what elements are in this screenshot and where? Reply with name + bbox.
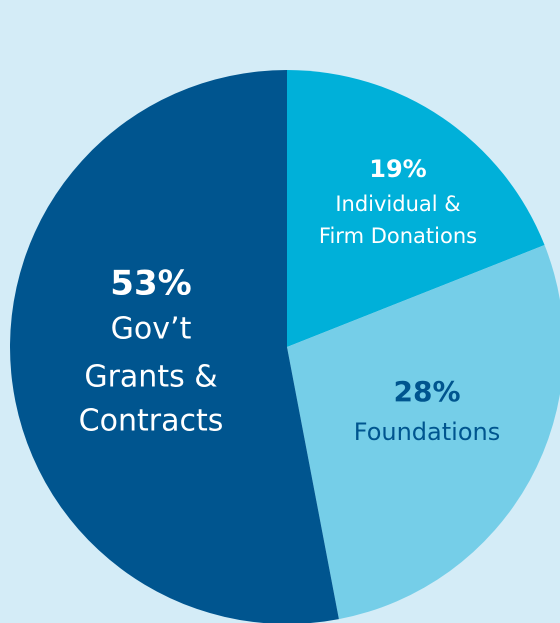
slice-label: Foundations: [354, 418, 500, 446]
pie-slice: [287, 245, 560, 620]
value-label: 53%: [110, 264, 191, 304]
value-label: 19%: [369, 155, 426, 183]
slice-label: Firm Donations: [319, 224, 477, 248]
slice-label: Individual &: [335, 192, 460, 216]
pie-slice: [287, 70, 545, 347]
slice-label: Grants &: [84, 360, 217, 395]
slice-label: Contracts: [79, 404, 224, 439]
pie-slice: [10, 70, 339, 623]
slice-label: Gov’t: [111, 312, 192, 347]
value-label: 28%: [393, 375, 460, 408]
